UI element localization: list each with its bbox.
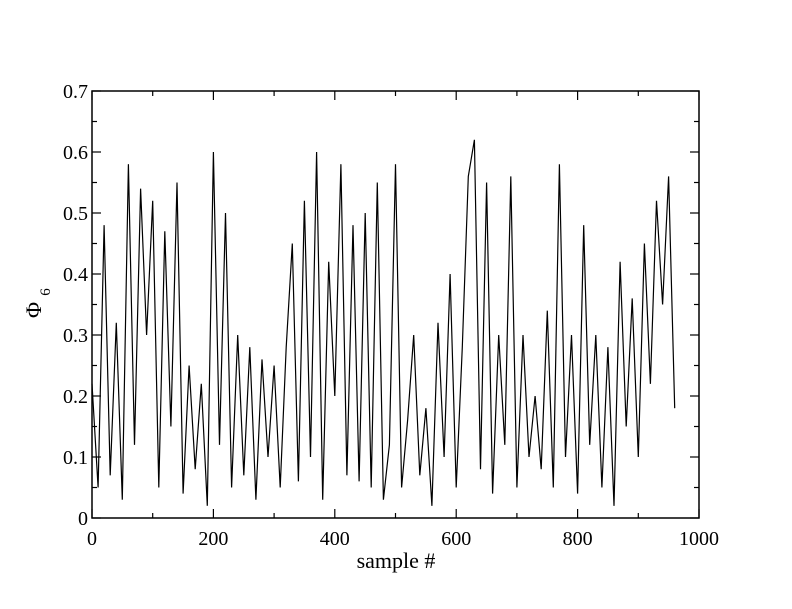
x-tick-label: 400 xyxy=(320,528,350,550)
y-axis-label-subscript: 6 xyxy=(38,288,54,296)
labels-layer: 0 200 400 600 800 1000 0 0.1 0.2 0.3 0.4 0.5 0.6 0.7 xyxy=(63,81,719,550)
y-axis-label: Φ 6 xyxy=(21,288,54,318)
series-layer xyxy=(91,139,676,506)
y-tick-label: 0.6 xyxy=(63,142,88,164)
x-tick-label: 800 xyxy=(563,528,593,550)
ticks-layer xyxy=(91,90,700,519)
x-tick-label: 0 xyxy=(87,528,97,550)
y-axis-label-symbol: Φ xyxy=(21,302,46,318)
series-line xyxy=(91,139,676,506)
y-tick-label: 0.1 xyxy=(63,447,88,469)
y-tick-label: 0.2 xyxy=(63,386,88,408)
x-axis-label: sample # xyxy=(357,548,436,573)
x-tick-label: 600 xyxy=(441,528,471,550)
x-tick-label: 200 xyxy=(198,528,228,550)
y-tick-label: 0.4 xyxy=(63,264,88,286)
y-tick-label: 0.5 xyxy=(63,203,88,225)
x-tick-label: 1000 xyxy=(679,528,719,550)
plot-frame xyxy=(91,90,700,519)
y-tick-label: 0.7 xyxy=(63,81,88,103)
y-tick-label: 0 xyxy=(78,508,88,530)
y-tick-label: 0.3 xyxy=(63,325,88,347)
